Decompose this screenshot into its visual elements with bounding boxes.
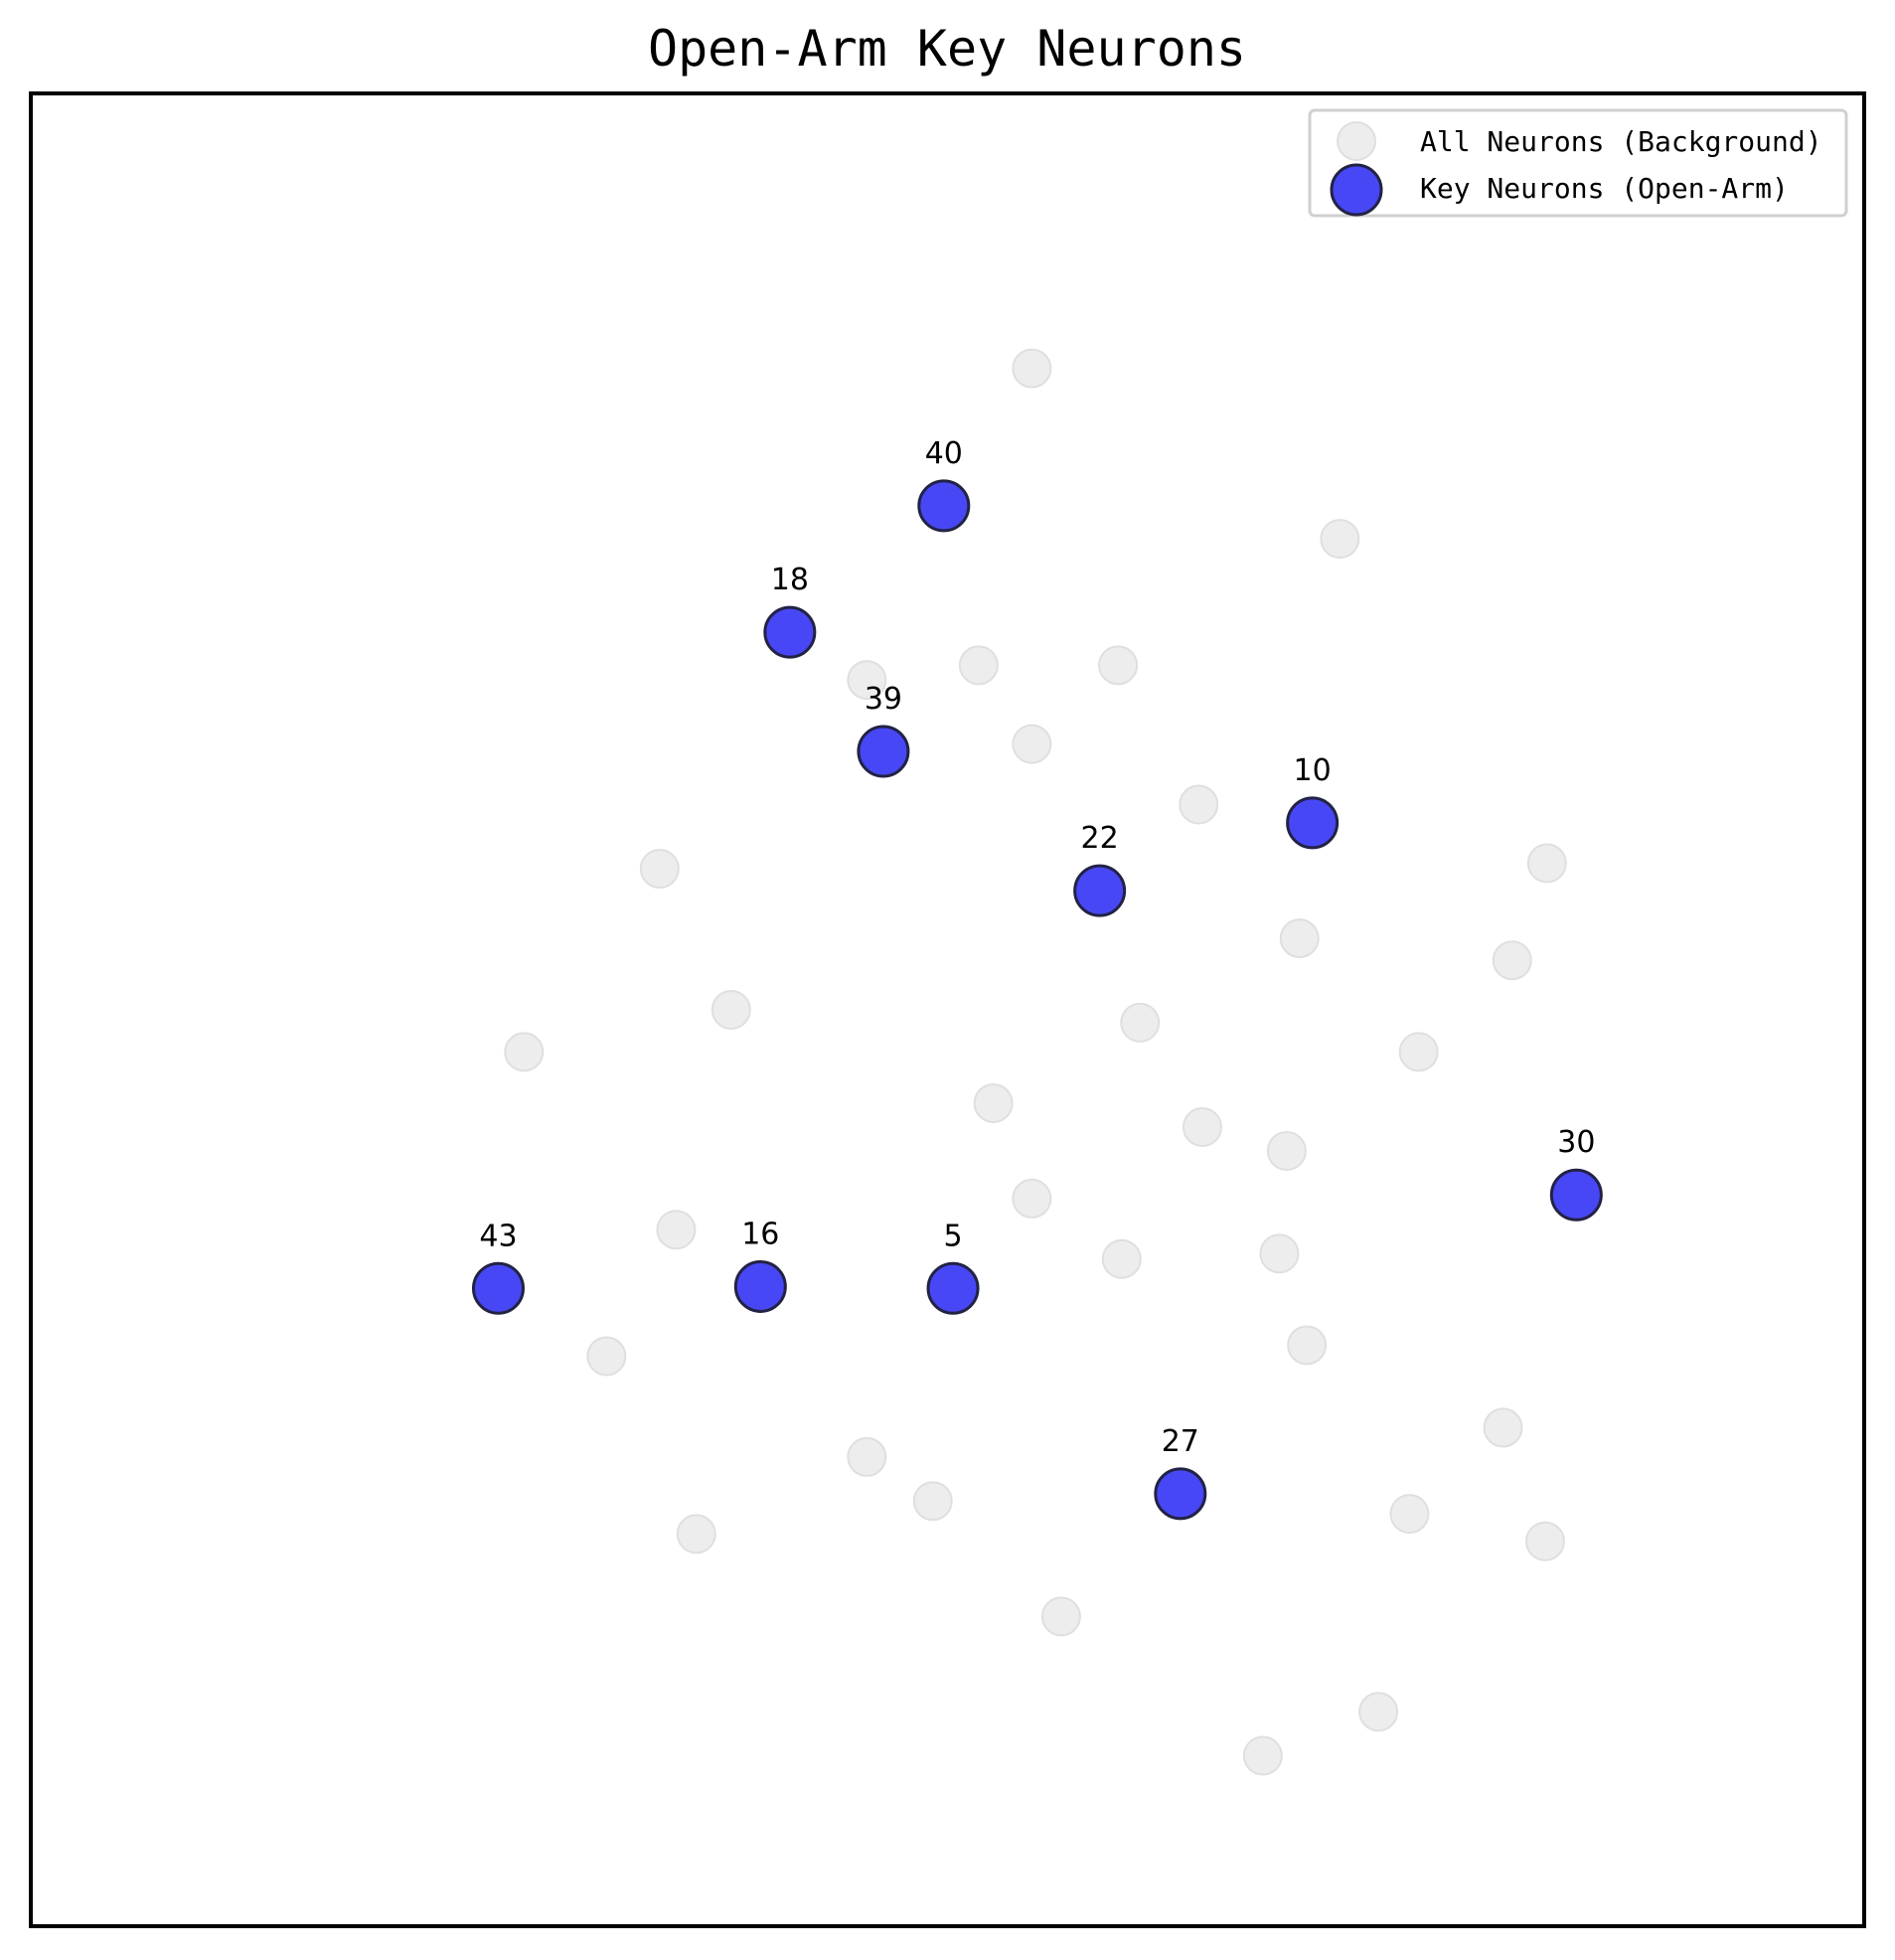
background-neuron-point	[656, 1210, 697, 1250]
key-neuron-label: 27	[1162, 1424, 1199, 1459]
key-neuron-point	[1549, 1168, 1603, 1222]
background-neuron-point	[847, 1436, 887, 1477]
key-neuron-point	[857, 725, 910, 778]
plot-area-frame	[29, 91, 1866, 1928]
background-neuron-point	[1179, 784, 1219, 825]
legend: All Neurons (Background) Key Neurons (Op…	[1308, 108, 1848, 218]
key-neuron-point	[1154, 1467, 1207, 1521]
background-neuron-point	[1320, 519, 1360, 560]
legend-key-marker	[1330, 163, 1383, 217]
background-neuron-layer	[504, 348, 1567, 1776]
background-neuron-point	[1120, 1002, 1161, 1043]
background-neuron-point	[586, 1336, 627, 1377]
key-neuron-point	[917, 479, 971, 533]
background-neuron-point	[1287, 1325, 1328, 1366]
key-neuron-point	[763, 605, 817, 659]
key-neuron-label: 5	[943, 1219, 962, 1253]
legend-background-label: All Neurons (Background)	[1420, 125, 1822, 158]
key-neuron-point	[1286, 796, 1340, 850]
background-neuron-point	[676, 1514, 716, 1554]
background-neuron-point	[639, 849, 680, 890]
background-neuron-point	[1524, 1521, 1565, 1561]
key-neuron-label: 43	[479, 1219, 517, 1253]
key-neuron-label: 39	[865, 682, 902, 717]
key-neuron-label: 22	[1081, 821, 1119, 856]
background-neuron-point	[1389, 1494, 1430, 1535]
background-neuron-point	[1398, 1032, 1439, 1072]
background-neuron-point	[912, 1481, 953, 1522]
background-neuron-point	[847, 660, 887, 701]
key-neuron-point	[733, 1259, 787, 1313]
background-neuron-point	[1182, 1107, 1222, 1148]
key-neuron-label: 10	[1294, 753, 1332, 788]
background-neuron-point	[1279, 918, 1320, 959]
legend-frame	[1308, 108, 1848, 218]
key-neuron-point	[471, 1261, 525, 1315]
background-neuron-point	[1259, 1233, 1300, 1274]
background-neuron-point	[1012, 348, 1052, 389]
background-neuron-point	[504, 1032, 545, 1072]
legend-background-marker	[1337, 121, 1376, 161]
background-neuron-point	[1098, 645, 1139, 686]
background-neuron-point	[1526, 843, 1567, 884]
background-neuron-point	[1358, 1692, 1399, 1732]
background-neuron-point	[1492, 940, 1532, 981]
background-neuron-point	[1242, 1735, 1283, 1776]
background-neuron-point	[973, 1083, 1014, 1124]
key-neuron-layer: 40 18 39 10 22 30 43 16 5 27	[471, 436, 1603, 1521]
background-neuron-point	[1040, 1596, 1081, 1637]
key-neuron-point	[1073, 864, 1127, 917]
background-neuron-point	[1266, 1130, 1307, 1171]
background-neuron-point	[1101, 1238, 1142, 1279]
key-neuron-label: 40	[925, 436, 963, 471]
background-neuron-point	[1483, 1407, 1523, 1448]
background-neuron-point	[711, 990, 751, 1030]
background-neuron-point	[958, 645, 999, 686]
legend-key-label: Key Neurons (Open-Arm)	[1420, 172, 1789, 205]
background-neuron-point	[1012, 1178, 1052, 1219]
key-neuron-label: 16	[741, 1217, 779, 1251]
key-neuron-label: 18	[771, 563, 809, 597]
key-neuron-point	[926, 1261, 980, 1315]
key-neuron-label: 30	[1557, 1125, 1595, 1160]
background-neuron-point	[1012, 724, 1052, 764]
chart-title: Open-Arm Key Neurons	[648, 20, 1246, 78]
